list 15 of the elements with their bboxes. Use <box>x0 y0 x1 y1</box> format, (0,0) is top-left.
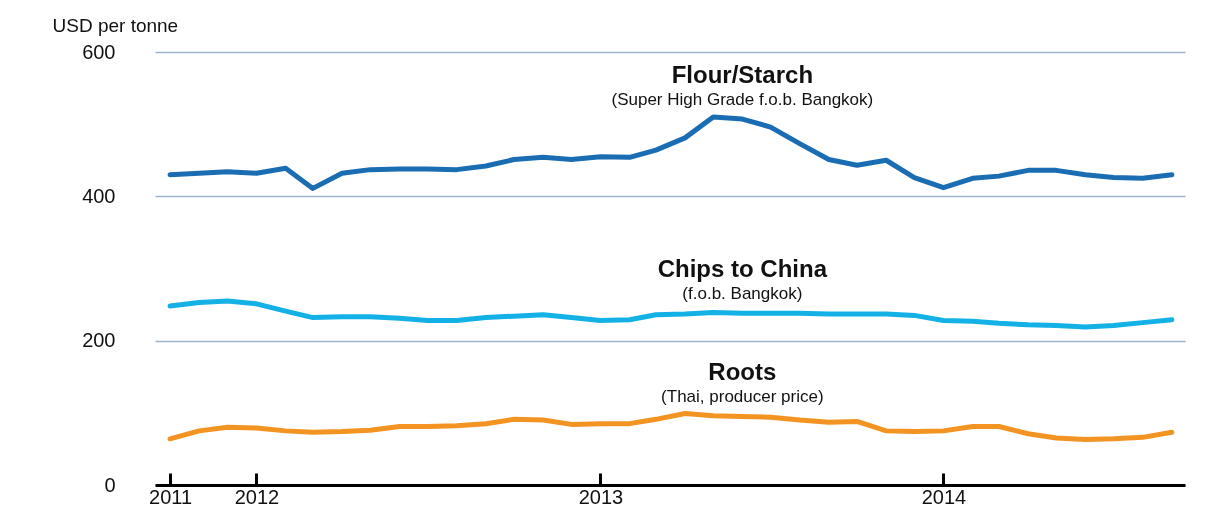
series-label: Chips to China <box>657 255 828 283</box>
x-tick-label: 2014 <box>921 485 967 508</box>
annotation: (Super High Grade f.o.b. Bangkok) <box>611 90 874 110</box>
y-tick-label: 400 <box>82 184 116 207</box>
series-label: Flour/Starch <box>671 61 814 89</box>
x-tick-label: 2013 <box>578 485 624 508</box>
y-axis-title: USD per tonne <box>52 14 179 36</box>
y-tick-label: 600 <box>82 40 116 63</box>
y-tick-label: 0 <box>104 473 116 496</box>
y-tick-label: 200 <box>82 329 116 352</box>
annotation: (f.o.b. Bangkok) <box>682 284 803 304</box>
x-tick-label: 2011 <box>149 485 193 508</box>
series-label: Roots <box>708 358 777 386</box>
annotation: (Thai, producer price) <box>661 387 824 407</box>
x-tick-label: 2012 <box>234 485 280 508</box>
